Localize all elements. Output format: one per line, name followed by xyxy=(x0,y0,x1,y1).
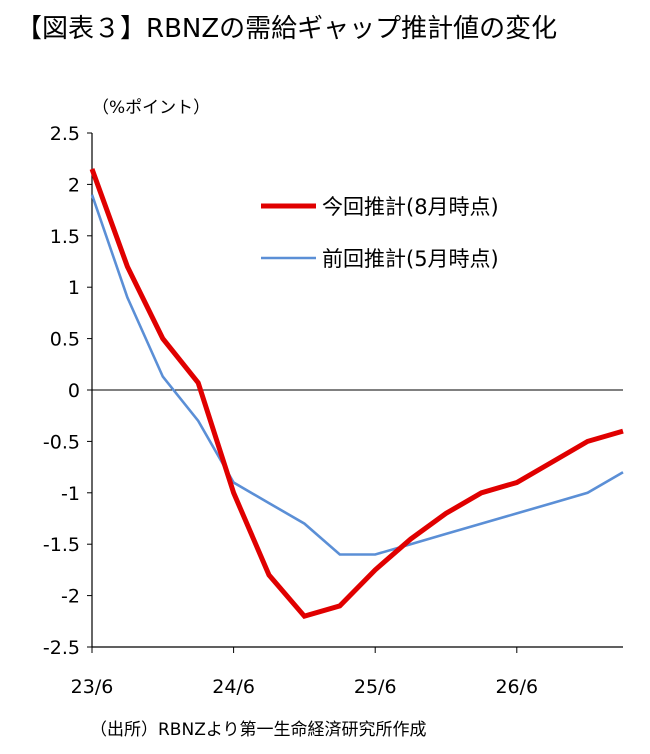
chart-legend: 今回推計(8月時点) 前回推計(5月時点) xyxy=(261,195,499,271)
y-tick-label: 1.5 xyxy=(50,226,80,248)
series-line-previous-estimate xyxy=(90,194,624,556)
x-tick-label: 24/6 xyxy=(212,676,255,698)
series-line-current-estimate xyxy=(89,168,624,620)
legend-label-current-estimate: 今回推計(8月時点) xyxy=(322,195,499,219)
source-note: （出所）RBNZより第一生命経済研究所作成 xyxy=(90,720,427,740)
y-tick-label: -0.5 xyxy=(43,431,80,453)
x-tick-label: 25/6 xyxy=(354,676,397,698)
y-tick-label: -2 xyxy=(61,586,80,608)
y-tick-label: 2 xyxy=(68,174,80,196)
y-tick-label: 1 xyxy=(68,277,80,299)
y-tick-label: 0.5 xyxy=(50,329,80,351)
y-tick-label: 2.5 xyxy=(50,123,80,145)
y-tick-label: -2.5 xyxy=(43,637,80,659)
x-tick-label: 26/6 xyxy=(495,676,538,698)
y-tick-label: -1 xyxy=(61,483,80,505)
y-tick-label: -1.5 xyxy=(43,534,80,556)
chart-title: 【図表３】RBNZの需給ギャップ推計値の変化 xyxy=(16,14,558,44)
y-tick-label: 0 xyxy=(68,380,80,402)
chart-axes: 2.5 2 1.5 1 0.5 0 -0.5 -1 -1.5 -2 -2.5 23/6 24/6 25/6… xyxy=(43,123,623,698)
legend-label-previous-estimate: 前回推計(5月時点) xyxy=(322,247,499,271)
x-tick-label: 23/6 xyxy=(71,676,114,698)
y-axis-unit-label: （%ポイント） xyxy=(92,98,210,118)
chart-series xyxy=(89,168,624,620)
